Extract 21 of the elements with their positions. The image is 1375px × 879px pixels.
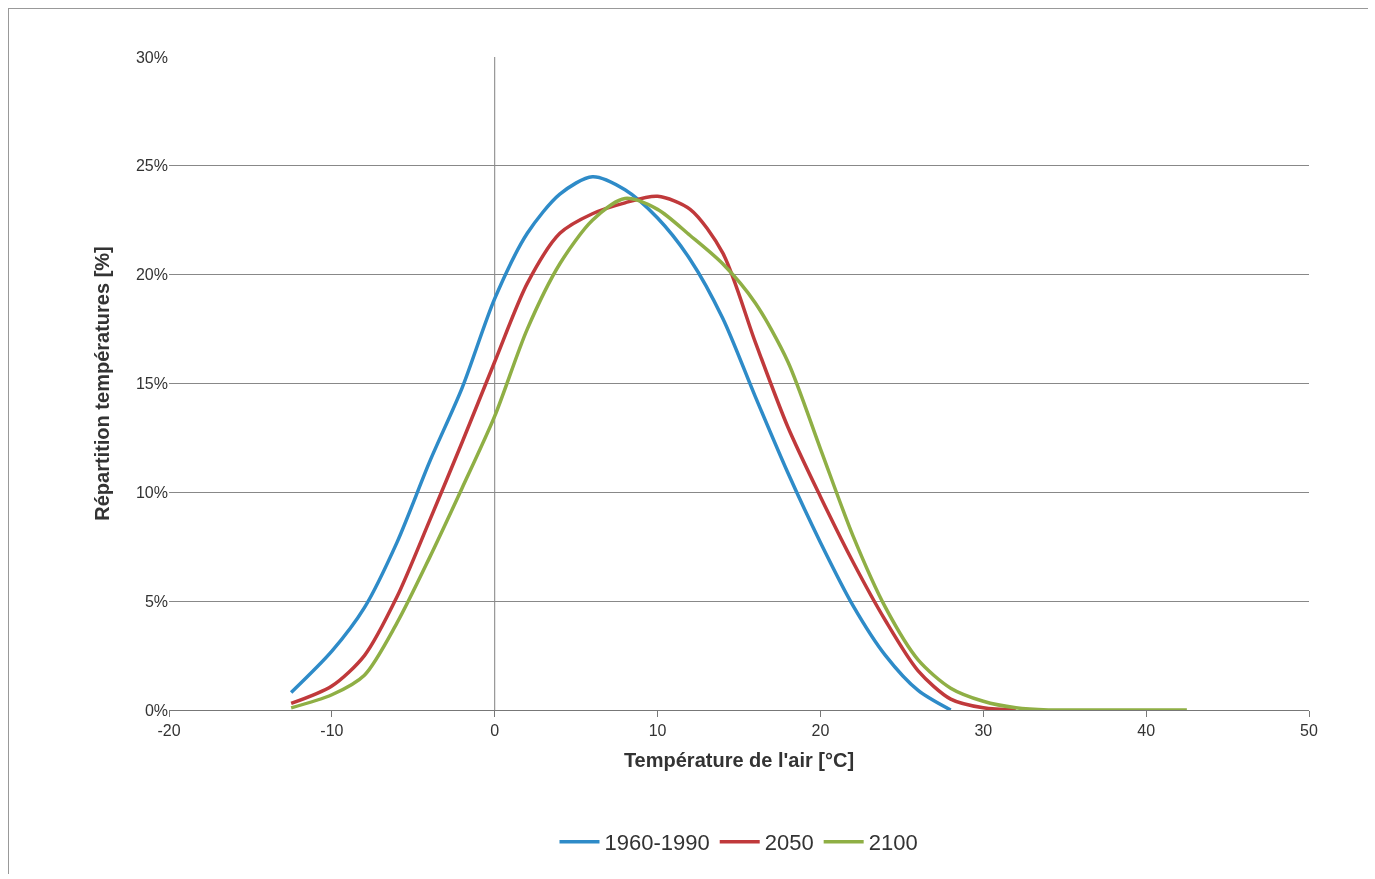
y-tick-label: 30% — [135, 48, 168, 66]
x-tick-label: -20 — [157, 722, 181, 740]
y-tick-label: 20% — [135, 266, 168, 284]
x-tick-label: 10 — [648, 722, 667, 740]
y-tick-label: 15% — [135, 375, 168, 393]
legend-label: 1960-1990 — [604, 830, 710, 856]
legend-label: 2050 — [764, 830, 814, 856]
y-axis-title: Répartition températures [%] — [91, 246, 114, 521]
x-tick-label: 0 — [490, 722, 500, 740]
y-tick-label: 5% — [144, 592, 168, 610]
x-tick-label: 20 — [811, 722, 830, 740]
y-tick-label: 10% — [135, 483, 168, 501]
x-axis-title: Température de l'air [°C] — [623, 748, 855, 771]
x-tick-label: 50 — [1300, 722, 1318, 740]
y-tick-label: 25% — [135, 157, 168, 175]
x-tick-label: -10 — [320, 722, 344, 740]
y-tick-label: 0% — [144, 701, 168, 719]
line-series — [289, 196, 1189, 710]
x-tick-label: 40 — [1137, 722, 1156, 740]
x-tick-label: 30 — [974, 722, 993, 740]
legend-label: 2100 — [868, 830, 918, 856]
